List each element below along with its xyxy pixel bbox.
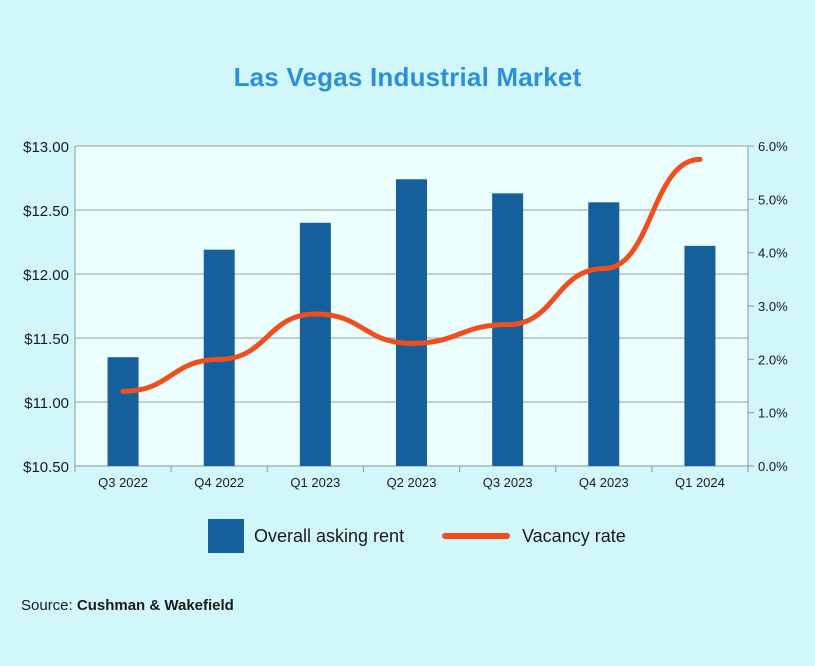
bar-rent [684,245,716,466]
chart-title: Las Vegas Industrial Market [233,62,582,92]
y-right-tick-label: 0.0% [758,459,788,474]
source-prefix: Source: [21,597,73,614]
y-right-tick-label: 1.0% [758,406,788,421]
y-left-tick-label: $11.50 [24,331,69,348]
point-vacancy [505,322,511,328]
y-right-tick-label: 6.0% [758,139,788,154]
legend-bar-swatch [208,519,244,553]
y-left-tick-label: $11.00 [24,395,69,412]
chart-legend: Overall asking rent Vacancy rate [0,518,815,554]
source-name: Cushman & Wakefield [76,597,234,614]
point-vacancy [120,388,126,394]
y-left-tick-label: $13.00 [23,139,69,156]
y-left-tick-label: $12.50 [23,203,69,220]
legend-item-rent: Overall asking rent [208,518,404,554]
y-right-tick-label: 5.0% [758,192,788,207]
bar-rent [299,222,331,466]
x-tick-label: Q1 2024 [675,475,725,490]
point-vacancy [601,266,607,272]
y-right-tick-label: 2.0% [758,352,788,367]
y-left-tick-label: $12.00 [23,267,69,284]
y-left-tick-label: $10.50 [23,459,69,476]
bar-rent [588,202,620,466]
point-vacancy [216,356,222,362]
legend-item-vacancy: Vacancy rate [442,518,626,554]
bar-rent [492,193,524,467]
legend-label-vacancy: Vacancy rate [522,525,626,546]
x-tick-label: Q4 2022 [194,475,244,490]
y-right-tick-label: 3.0% [758,299,788,314]
bar-rent [107,357,139,466]
x-tick-label: Q4 2023 [579,475,629,490]
point-vacancy [312,311,318,317]
y-right-tick-label: 4.0% [758,246,788,261]
legend-line-swatch [442,533,510,539]
bar-rent [396,179,427,466]
x-tick-label: Q2 2023 [387,475,437,490]
point-vacancy [409,340,414,346]
legend-label-rent: Overall asking rent [254,525,405,546]
point-vacancy [697,156,703,162]
x-tick-label: Q3 2022 [98,475,148,490]
x-tick-label: Q3 2023 [483,475,533,490]
source-note: Source: Cushman & Wakefield [21,597,234,614]
x-tick-label: Q1 2023 [290,475,340,490]
